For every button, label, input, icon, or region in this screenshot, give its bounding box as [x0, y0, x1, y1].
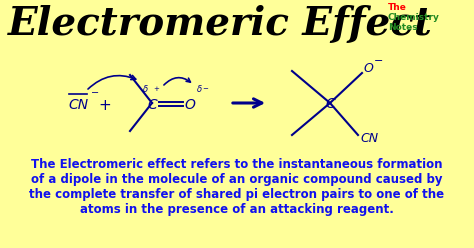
- Text: −: −: [91, 88, 99, 98]
- Text: CN: CN: [360, 132, 378, 146]
- Text: C: C: [325, 97, 335, 111]
- Text: Notes: Notes: [388, 23, 418, 32]
- FancyArrowPatch shape: [164, 78, 191, 85]
- Text: −: −: [202, 86, 208, 92]
- Text: CN: CN: [68, 98, 88, 112]
- Text: C: C: [147, 98, 157, 112]
- Text: Electromeric Effect: Electromeric Effect: [8, 5, 433, 43]
- Text: −: −: [374, 56, 383, 66]
- Text: atoms in the presence of an attacking reagent.: atoms in the presence of an attacking re…: [80, 203, 394, 216]
- Text: +: +: [99, 97, 111, 113]
- Text: O: O: [184, 98, 195, 112]
- Text: +: +: [153, 86, 159, 92]
- Text: The Electromeric effect refers to the instantaneous formation: The Electromeric effect refers to the in…: [31, 158, 443, 171]
- Text: the complete transfer of shared pi electron pairs to one of the: the complete transfer of shared pi elect…: [29, 188, 445, 201]
- Text: δ: δ: [143, 85, 148, 93]
- Text: of a dipole in the molecule of an organic compound caused by: of a dipole in the molecule of an organi…: [31, 173, 443, 186]
- Text: Chemistry: Chemistry: [388, 13, 440, 22]
- FancyArrowPatch shape: [88, 75, 136, 89]
- Text: δ: δ: [197, 85, 202, 93]
- Text: The: The: [388, 3, 407, 12]
- Text: O: O: [364, 62, 374, 75]
